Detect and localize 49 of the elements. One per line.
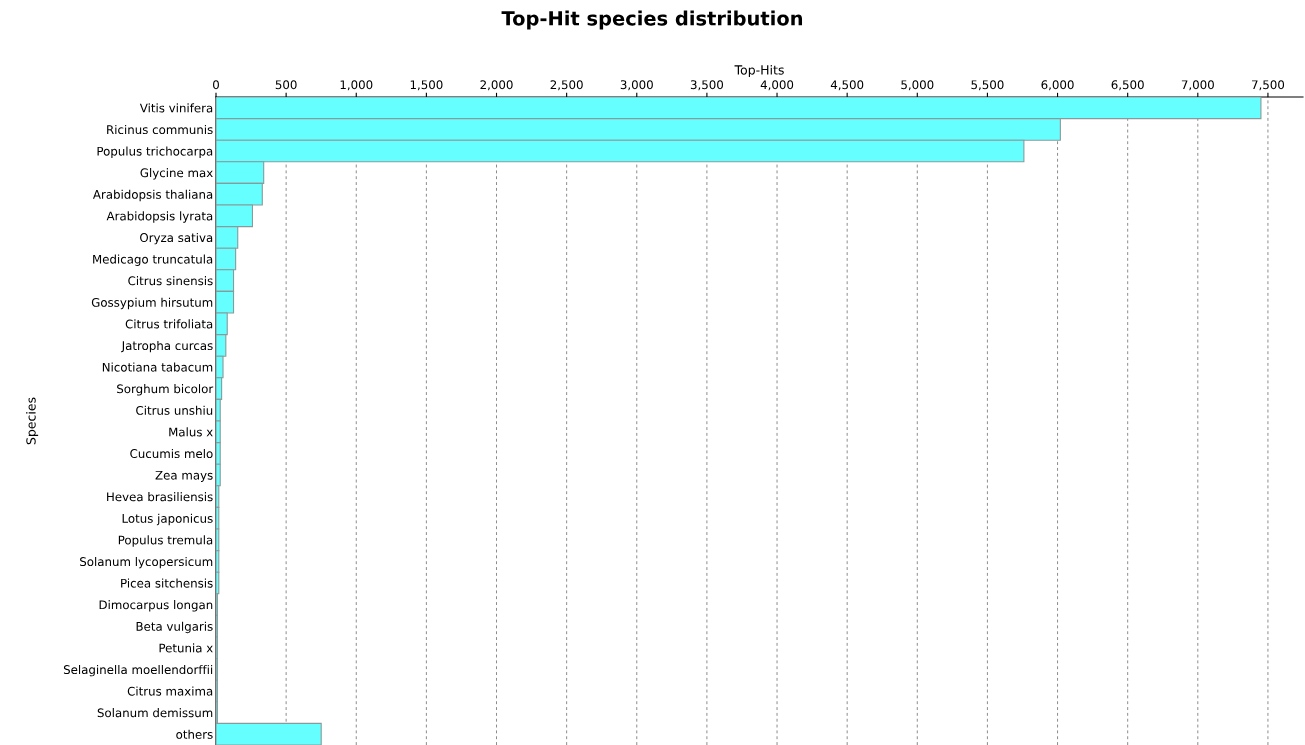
x-tick-label: 1,500 [410, 80, 443, 91]
y-tick-label: Gossypium hirsutum [91, 297, 213, 310]
y-tick-label: Petunia x [159, 643, 213, 653]
x-tick-label: 7,000 [1181, 80, 1214, 91]
y-tick-label: Solanum lycopersicum [80, 556, 213, 569]
y-axis-title: Species [26, 397, 39, 445]
y-tick-label: Ricinus communis [107, 124, 213, 135]
x-tick-label: 5,500 [971, 80, 1004, 91]
y-tick-label: Beta vulgaris [136, 621, 213, 634]
y-tick-label: Jatropha curcas [121, 340, 213, 353]
y-tick-label: Glycine max [140, 168, 213, 180]
y-tick-label: Malus x [169, 427, 213, 437]
x-tick-label: 0 [213, 80, 219, 90]
x-tick-label: 6,000 [1041, 80, 1074, 91]
x-tick-label: 4,500 [830, 80, 864, 91]
y-tick-label: Sorghum bicolor [117, 384, 214, 396]
y-tick-label: Arabidopsis thaliana [92, 189, 213, 202]
y-tick-label: Solanum demissum [97, 708, 213, 718]
y-tick-label: Lotus japonicus [122, 513, 213, 526]
y-tick-label: Citrus trifoliata [125, 319, 213, 329]
y-tick-label: Populus trichocarpa [97, 146, 213, 158]
x-tick-label: 500 [275, 80, 297, 90]
y-tick-label: Zea mays [155, 470, 213, 482]
y-tick-label: Selaginella moellendorffii [63, 664, 213, 677]
x-tick-label: 6,500 [1111, 80, 1144, 91]
y-tick-label: Picea sitchensis [121, 578, 213, 588]
x-tick-label: 4,000 [760, 80, 794, 91]
y-tick-label: Hevea brasiliensis [107, 492, 213, 502]
y-tick-label: Populus tremula [118, 535, 213, 547]
y-tick-label: Citrus unshiu [136, 405, 213, 415]
x-tick-label: 5,000 [901, 80, 934, 91]
chart-title: Top-Hit species distribution [501, 10, 803, 30]
y-tick-label: others [176, 729, 213, 739]
x-tick-label: 3,000 [620, 80, 653, 91]
y-tick-label: Cucumis melo [130, 448, 213, 459]
x-tick-label: 2,000 [480, 80, 513, 91]
y-tick-label: Vitis vinifera [139, 103, 213, 113]
y-tick-label: Citrus sinensis [128, 276, 213, 286]
y-tick-label: Oryza sativa [140, 232, 213, 245]
y-tick-label: Dimocarpus longan [99, 600, 213, 612]
x-tick-label: 2,500 [550, 80, 583, 91]
x-axis-title: Top-Hits [734, 64, 784, 78]
x-tick-label: 3,500 [690, 80, 724, 91]
y-tick-label: Nicotiana tabacum [102, 362, 213, 372]
y-tick-label: Arabidopsis lyrata [106, 211, 213, 223]
y-tick-label: Medicago truncatula [93, 254, 213, 266]
x-tick-label: 1,000 [340, 80, 373, 91]
y-tick-label: Citrus maxima [127, 686, 213, 696]
x-tick-label: 7,500 [1252, 80, 1285, 91]
